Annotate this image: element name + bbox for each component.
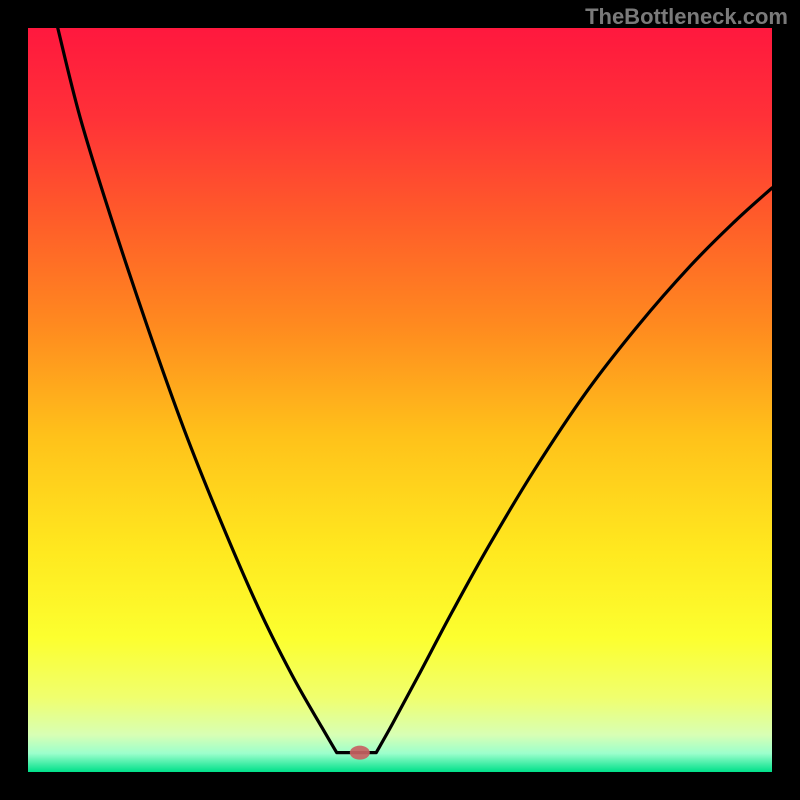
watermark-text: TheBottleneck.com [585, 4, 788, 30]
optimum-marker [350, 746, 370, 760]
gradient-background [28, 28, 772, 772]
chart-frame: TheBottleneck.com [0, 0, 800, 800]
bottleneck-v-chart [0, 0, 800, 800]
